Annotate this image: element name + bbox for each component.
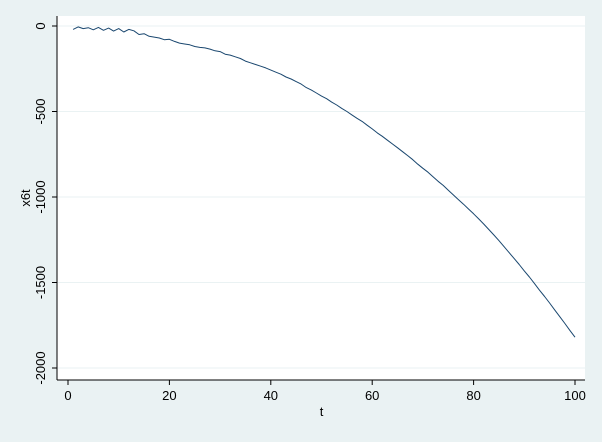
grid-lines (57, 25, 585, 369)
y-axis-label: x6t (18, 189, 33, 207)
axis-labels: t x6t (18, 189, 324, 419)
y-tick-label-4: -2000 (33, 351, 48, 384)
x-tick-label-1: 20 (162, 388, 176, 403)
axes: 0 20 40 60 80 100 0 -500 -1000 -1500 -2000 (33, 16, 586, 403)
x-tick-label-2: 40 (264, 388, 278, 403)
x-tick-label-5: 100 (564, 388, 586, 403)
y-tick-label-1: -500 (33, 98, 48, 124)
x-tick-label-3: 60 (365, 388, 379, 403)
y-tick-label-3: -1500 (33, 266, 48, 299)
y-tick-label-2: -1000 (33, 180, 48, 213)
series-line-0 (72, 26, 576, 338)
plot-area (57, 16, 585, 380)
y-tick-label-0: 0 (33, 22, 48, 29)
x-tick-label-0: 0 (64, 388, 71, 403)
x-tick-label-4: 80 (466, 388, 480, 403)
x-axis-label: t (320, 404, 324, 419)
series-layer (72, 26, 576, 338)
